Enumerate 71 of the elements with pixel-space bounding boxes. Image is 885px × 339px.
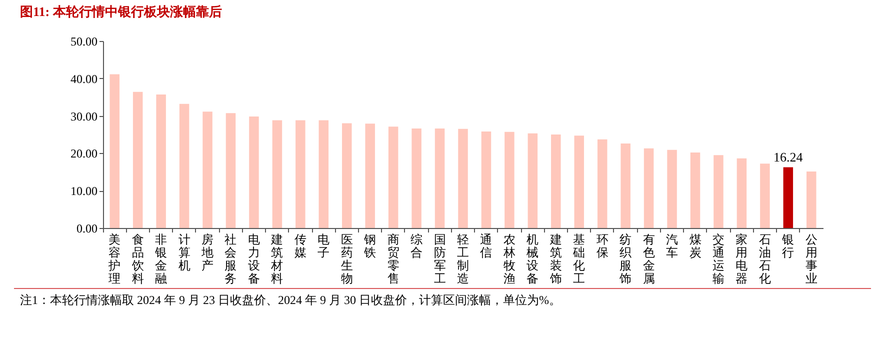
bar — [690, 152, 700, 228]
x-tick-label: 基础化工 — [572, 232, 586, 286]
bar — [481, 132, 492, 228]
bar — [458, 128, 468, 228]
x-tick-label: 商贸零售 — [387, 232, 400, 286]
x-tick-label: 电子 — [318, 232, 330, 260]
bar — [179, 104, 190, 228]
x-tick-label: 医药生物 — [340, 232, 353, 286]
x-tick-label: 银行 — [781, 232, 794, 260]
bar — [412, 128, 422, 228]
x-tick-label: 国防军工 — [434, 232, 446, 286]
x-tick-label: 建筑材料 — [270, 232, 284, 286]
text: 注1：本轮行情涨幅取 2024 年 9 月 23 日收盘价、2024 年 9 月 30 日收盘价，计算区间涨幅，单位为%。 — [20, 292, 562, 309]
bar — [388, 126, 398, 228]
bar — [249, 116, 259, 228]
x-tick-label: 农林牧渔 — [502, 232, 516, 286]
bar — [736, 158, 747, 228]
x-tick-label: 交通运输 — [712, 232, 724, 286]
x-tick-label: 美容护理 — [108, 232, 121, 286]
bar — [528, 133, 538, 228]
x-tick-label: 非银金融 — [154, 232, 168, 286]
y-tick-label: 40.00 — [70, 72, 98, 86]
bar — [156, 94, 166, 228]
y-tick-label: 30.00 — [70, 109, 98, 124]
x-tick-label: 传媒 — [294, 232, 306, 260]
x-tick-label: 社会服务 — [224, 232, 237, 286]
bar — [714, 155, 724, 228]
chart-title: 图11: 本轮行情中银行板块涨幅靠后 — [20, 4, 222, 19]
x-tick-label: 石油石化 — [758, 232, 771, 286]
bar — [318, 120, 329, 228]
x-tick-label: 计算机 — [178, 232, 190, 272]
bar — [504, 132, 514, 228]
bar — [434, 128, 445, 228]
x-tick-label: 轻工制造 — [457, 232, 469, 286]
x-tick-label: 有色金属 — [642, 232, 655, 286]
x-tick-label: 公用事业 — [805, 232, 818, 286]
y-tick-label: 10.00 — [70, 184, 98, 198]
bar — [342, 123, 352, 228]
x-tick-label: 钢铁 — [363, 232, 376, 260]
x-tick-label: 通信 — [480, 232, 492, 260]
x-tick-label: 电力设备 — [248, 232, 260, 286]
x-tick-label: 煤炭 — [689, 232, 702, 260]
bar — [551, 134, 561, 228]
y-tick-label: 0.00 — [76, 222, 98, 236]
x-tick-label: 食品饮料 — [130, 232, 144, 286]
bar — [132, 92, 143, 228]
bar — [620, 143, 630, 228]
x-tick-label: 汽车 — [666, 232, 678, 260]
bar — [110, 74, 120, 228]
bar — [644, 148, 654, 228]
bar — [296, 120, 306, 228]
x-tick-label: 综合 — [410, 232, 423, 260]
bar — [806, 172, 816, 228]
bar — [365, 124, 375, 228]
bar — [783, 167, 794, 228]
bar — [667, 150, 677, 228]
bar — [226, 113, 236, 228]
x-tick-label: 环保 — [596, 232, 608, 260]
y-tick-label: 50.00 — [70, 34, 98, 48]
bar — [202, 112, 212, 228]
bar — [760, 164, 770, 228]
bar — [272, 120, 282, 228]
x-tick-label: 纺织服饰 — [618, 232, 632, 286]
x-tick-label: 建筑装饰 — [548, 232, 562, 286]
x-tick-label: 房地产 — [200, 232, 214, 272]
x-tick-label: 机械设备 — [526, 232, 539, 286]
bar — [574, 136, 584, 228]
x-tick-label: 家用电器 — [736, 232, 748, 286]
y-tick-label: 20.00 — [70, 146, 98, 161]
data-label: 16.24 — [774, 149, 804, 164]
bar — [597, 139, 608, 228]
